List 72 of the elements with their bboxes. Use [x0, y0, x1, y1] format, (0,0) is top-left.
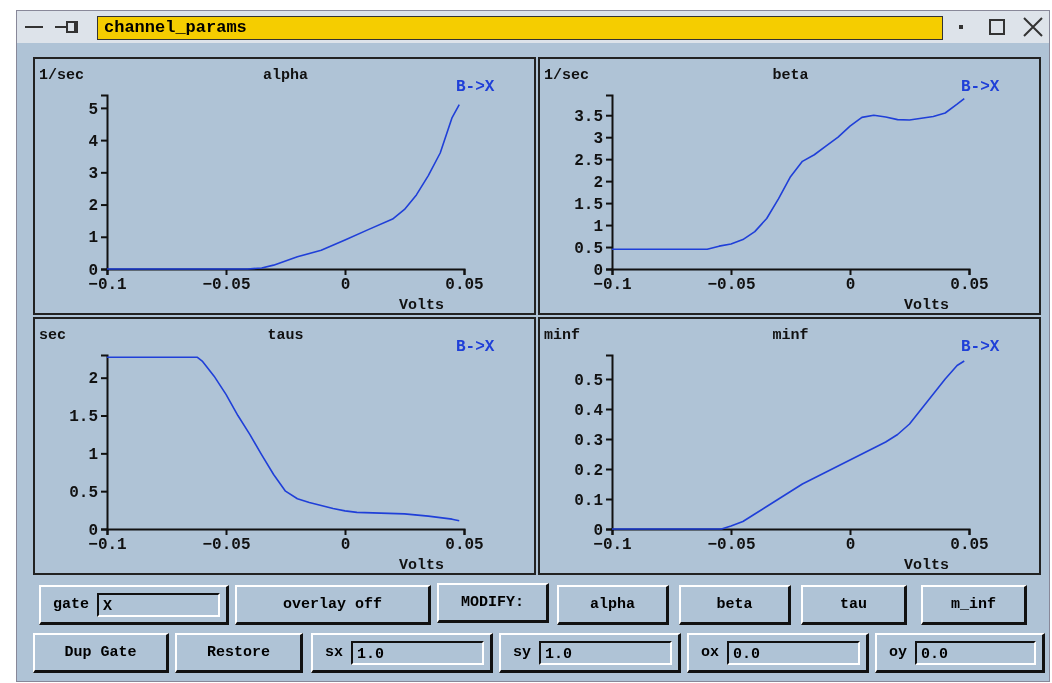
- x-tick-label: 0: [340, 536, 351, 555]
- y-axis-title: 1/sec: [544, 67, 590, 84]
- chart-title: taus: [267, 327, 304, 344]
- y-tick-label: 2.5: [574, 151, 603, 170]
- y-axis-title: sec: [39, 327, 67, 344]
- chart-title: beta: [772, 67, 809, 84]
- y-tick-label: 0.4: [574, 401, 604, 420]
- y-tick-label: 3.5: [574, 107, 603, 126]
- x-tick-label: 0.05: [950, 276, 989, 295]
- y-tick-label: 1: [88, 229, 98, 248]
- chart-title: alpha: [262, 67, 309, 84]
- series-label: B->X: [961, 78, 1000, 96]
- text: overlay off: [282, 596, 383, 613]
- x-tick-label: −0.05: [202, 536, 251, 555]
- text: m_inf: [950, 596, 996, 613]
- y-axis-title: 1/sec: [39, 67, 85, 84]
- x-tick-label: 0: [340, 276, 351, 295]
- line-series: [611, 360, 966, 530]
- text: MODIFY:: [460, 594, 524, 611]
- y-tick-label: 5: [88, 100, 98, 119]
- x-tick-label: −0.05: [707, 536, 756, 555]
- y-tick-label: 1.5: [69, 408, 98, 427]
- chart-title: minf: [772, 327, 809, 344]
- x-tick-label: 0.05: [445, 276, 484, 295]
- x-tick-label: −0.05: [202, 276, 251, 295]
- text: gate: [53, 596, 90, 613]
- text: 1.0: [351, 640, 484, 665]
- x-axis-title: Volts: [903, 297, 949, 314]
- x-tick-label: 0.05: [950, 536, 989, 555]
- x-axis-title: Volts: [903, 557, 949, 574]
- y-tick-label: 3: [88, 164, 98, 183]
- text: 1.0: [539, 640, 672, 665]
- x-tick-label: 0.05: [445, 536, 484, 555]
- y-tick-label: 0.5: [69, 483, 98, 502]
- y-axis-title: minf: [544, 327, 581, 344]
- y-tick-label: 0.1: [574, 491, 603, 510]
- text: beta: [716, 596, 753, 613]
- text: Restore: [206, 644, 270, 661]
- text: tau: [839, 596, 867, 613]
- text: channel_params: [97, 16, 943, 40]
- text: X: [97, 592, 220, 617]
- x-tick-label: 0: [845, 536, 856, 555]
- text: 0.0: [915, 640, 1036, 665]
- x-axis-title: Volts: [398, 557, 444, 574]
- y-tick-label: 2: [593, 173, 603, 192]
- y-tick-label: 1: [88, 445, 98, 464]
- series-label: B->X: [961, 338, 1000, 356]
- x-tick-label: 0: [845, 276, 856, 295]
- line-series: [106, 356, 461, 522]
- y-tick-label: 0.2: [574, 461, 603, 480]
- y-tick-label: 1: [593, 217, 603, 236]
- y-tick-label: 0.5: [574, 371, 603, 390]
- text: Dup Gate: [64, 644, 137, 661]
- series-label: B->X: [456, 78, 495, 96]
- text: oy: [889, 644, 908, 661]
- text: sx: [325, 644, 344, 661]
- y-tick-label: 0.3: [574, 431, 603, 450]
- y-tick-label: 4: [88, 132, 99, 151]
- y-tick-label: 2: [88, 370, 98, 389]
- text: ox: [701, 644, 720, 661]
- y-tick-label: 2: [88, 197, 98, 216]
- text: 0.0: [727, 640, 860, 665]
- text: alpha: [589, 596, 635, 613]
- y-tick-label: 1.5: [574, 195, 603, 214]
- x-axis-title: Volts: [398, 297, 444, 314]
- x-tick-label: −0.05: [707, 276, 756, 295]
- text: B->X: [456, 338, 495, 356]
- y-tick-label: 3: [593, 129, 603, 148]
- text: sy: [513, 644, 532, 661]
- y-tick-label: 0.5: [574, 239, 603, 258]
- line-series: [611, 97, 966, 251]
- line-series: [106, 103, 461, 270]
